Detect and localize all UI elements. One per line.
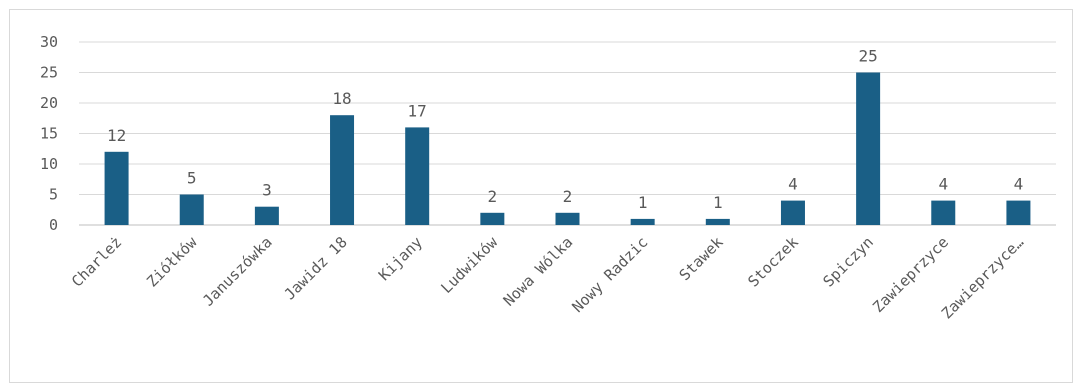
bar: [405, 127, 430, 225]
y-tick-label: 5: [49, 186, 58, 204]
x-tick-label: Ziółków: [143, 232, 201, 290]
x-tick-label: Stoczek: [744, 233, 801, 290]
bar: [480, 212, 505, 225]
bars: [104, 72, 1031, 225]
x-tick-label: Ludwików: [437, 232, 501, 296]
y-tick-label: 30: [40, 33, 58, 51]
data-label: 2: [488, 187, 498, 206]
bar: [630, 218, 655, 225]
data-label: 1: [713, 193, 723, 212]
data-label: 25: [858, 47, 877, 66]
bar: [856, 72, 881, 225]
x-tick-label: Zawieprzyce: [869, 233, 952, 316]
bar: [780, 200, 805, 225]
data-label: 18: [332, 89, 351, 108]
data-labels: 12 5 3 18 17 2 2 1 1 4 25 4 4: [107, 47, 1023, 212]
y-tick-label: 0: [49, 216, 58, 234]
bar: [254, 206, 279, 225]
data-label: 2: [563, 187, 573, 206]
data-label: 5: [187, 169, 197, 188]
data-label: 1: [638, 193, 648, 212]
x-tick-label: Januszówka: [199, 233, 276, 310]
x-tick-label: Nowa Wólka: [500, 233, 577, 310]
data-label: 12: [107, 126, 126, 145]
bar: [555, 212, 580, 225]
data-label: 4: [1014, 175, 1024, 194]
y-axis-ticks: 0 5 10 15 20 25 30: [40, 33, 58, 234]
x-tick-label: Jawidz 18: [281, 233, 351, 303]
x-tick-label: Nowy Radzic: [569, 233, 652, 316]
gridlines: [79, 41, 1056, 226]
bar: [705, 218, 730, 225]
data-label: 4: [788, 175, 798, 194]
y-tick-label: 15: [40, 125, 58, 143]
data-label: 3: [262, 181, 272, 200]
data-label: 4: [938, 175, 948, 194]
bar: [179, 194, 204, 225]
data-label: 17: [408, 101, 427, 120]
y-tick-label: 25: [40, 64, 58, 82]
x-tick-label: Charleż: [68, 233, 125, 290]
bar: [931, 200, 956, 225]
x-tick-label: Kijany: [375, 233, 426, 284]
x-tick-label: Spiczyn: [820, 233, 877, 290]
bar: [330, 115, 355, 225]
x-tick-label: Stawek: [676, 233, 727, 284]
bar: [104, 151, 129, 225]
y-tick-label: 20: [40, 94, 58, 112]
y-tick-label: 10: [40, 155, 58, 173]
bar: [1006, 200, 1031, 225]
